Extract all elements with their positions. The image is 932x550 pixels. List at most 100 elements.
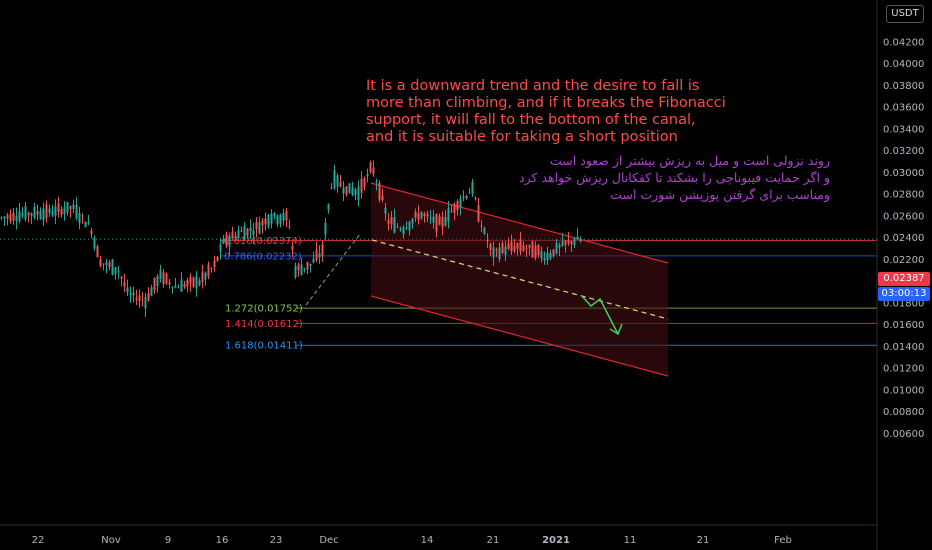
candle-body [516,243,519,249]
candle-body [417,213,420,220]
candle-body [399,228,402,231]
candle-body [546,252,549,261]
candle-body [21,212,24,216]
candle-body [309,263,312,266]
candle-body [225,233,228,247]
last-price-tag: 0.02387 [878,272,930,286]
candle-body [213,260,216,268]
x-tick-label: 16 [216,535,229,546]
candle-body [132,292,135,296]
y-tick-label: 0.02600 [883,211,924,222]
y-tick-label: 0.03400 [883,124,924,135]
candle-body [96,246,99,258]
candle-body [0,217,3,219]
candle-body [414,212,417,218]
candle-body [150,287,153,296]
candle-body [9,213,12,222]
y-tick-label: 0.01400 [883,342,924,353]
candle-body [345,186,348,195]
x-tick-label: 22 [32,535,45,546]
candle-body [267,214,270,227]
candle-body [81,215,84,217]
candle-body [216,256,219,261]
candle-body [525,248,528,250]
annotation-persian: روند نزولی است و میل به ریزش بیشتر از صع… [519,153,830,202]
candle-body [255,222,258,230]
candle-body [93,237,96,249]
candle-body [246,228,249,236]
y-tick-label: 0.04000 [883,59,924,70]
candle-body [456,201,459,211]
candle-body [51,211,54,216]
candle-body [378,182,381,200]
candle-body [159,270,162,280]
candle-body [420,211,423,219]
candle-body [558,244,561,248]
fib-label: 0.618(0.02374) [224,236,302,247]
candle-body [288,226,291,228]
candles [0,160,582,318]
candle-body [363,177,366,188]
candle-body [336,175,339,187]
candle-body [432,216,435,223]
candle-body [330,187,333,189]
y-tick-label: 0.03800 [883,81,924,92]
candle-body [45,204,48,219]
candle-body [447,207,450,222]
y-tick-label: 0.03000 [883,168,924,179]
candle-body [429,217,432,219]
candle-body [24,206,27,220]
candle-body [537,244,540,256]
candle-body [486,240,489,242]
currency-button[interactable]: USDT [886,5,924,23]
annotation-english: It is a downward trend and the desire to… [366,78,726,145]
candle-body [15,215,18,221]
candle-body [126,287,129,293]
candle-body [222,238,225,244]
candle-body [141,299,144,301]
candle-body [243,226,246,241]
descending-channel [370,182,669,377]
candle-body [183,283,186,287]
x-tick-label: 14 [421,535,434,546]
candle-body [489,243,492,250]
candle-body [396,226,399,228]
candle-body [138,295,141,301]
candle-body [240,230,243,232]
y-tick-label: 0.00600 [883,429,924,440]
x-tick-label: 11 [624,535,637,546]
candle-body [186,279,189,287]
candle-body [384,207,387,214]
candle-body [273,212,276,216]
candle-body [78,212,81,224]
candle-body [312,258,315,263]
candle-body [207,264,210,277]
candle-body [333,170,336,189]
candle-body [192,277,195,287]
candle-body [390,217,393,225]
candle-body [204,272,207,280]
candle-body [465,195,468,199]
time-axis[interactable]: 22 Nov 9 16 23 Dec 14 21 2021 11 21 Feb [32,535,792,546]
x-tick-label: Nov [101,535,121,546]
candle-body [156,276,159,287]
candle-body [498,247,501,260]
channel-upper-line [370,182,669,264]
candle-body [123,281,126,287]
candle-body [285,211,288,221]
x-tick-label: 2021 [542,535,570,546]
y-tick-label: 0.01200 [883,364,924,375]
candle-body [201,271,204,283]
price-axis[interactable]: 0.04200 0.04000 0.03800 0.03600 0.03400 0.032… [883,37,924,440]
candle-body [291,245,294,250]
y-tick-label: 0.02200 [883,255,924,266]
candle-body [264,218,267,225]
candle-body [276,215,279,225]
candle-body [375,181,378,183]
candle-body [468,192,471,194]
candle-body [63,207,66,215]
candle-body [543,258,546,261]
candle-body [357,186,360,201]
candle-body [579,238,582,242]
y-tick-label: 0.03200 [883,146,924,157]
